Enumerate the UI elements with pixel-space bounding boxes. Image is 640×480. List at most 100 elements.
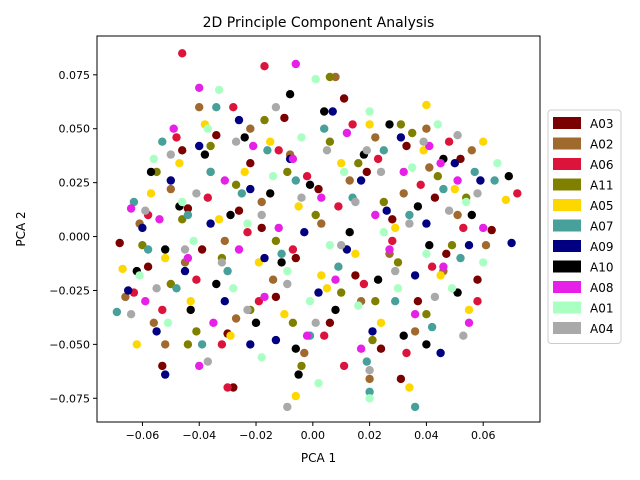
data-point [425,141,434,151]
data-point [427,322,437,332]
data-point [422,219,431,228]
data-point [513,189,522,198]
data-point [169,124,178,133]
data-point [302,172,312,181]
data-point [251,318,261,327]
data-point [112,307,122,317]
data-point [479,223,488,233]
data-point [217,258,227,267]
legend-label: A06 [590,158,613,172]
data-point [268,172,278,181]
data-point [178,197,187,207]
data-point [257,210,266,220]
data-point [257,197,266,207]
data-point [422,100,431,110]
data-point [470,167,479,177]
data-point [365,387,374,396]
data-point [444,137,454,146]
data-point [444,206,454,215]
data-point [214,85,224,95]
data-point [351,197,360,207]
data-point [143,245,153,254]
legend-swatch [553,219,581,232]
data-point [126,204,136,213]
data-point [362,167,371,177]
x-tick-label: 0.04 [414,429,439,442]
data-point [197,245,207,254]
data-point [385,245,394,254]
data-point [362,146,371,155]
data-point [342,245,352,254]
data-point [396,133,406,142]
legend-label: A07 [590,220,613,234]
data-point [320,107,329,116]
data-point [402,348,411,358]
data-point [479,258,488,267]
data-point [413,297,423,306]
legend-label: A08 [590,281,613,295]
data-point [274,146,283,155]
data-point [339,167,349,177]
legend-swatch [553,260,581,273]
data-point [132,340,141,349]
data-point [231,180,241,189]
data-point [178,49,187,58]
data-point [143,262,153,271]
data-point [146,167,156,177]
data-point [203,193,212,202]
data-point [320,124,329,133]
data-point [393,258,403,267]
series-A05 [118,100,511,401]
legend-label: A05 [590,199,613,213]
data-point [158,361,167,371]
data-point [371,133,380,142]
data-point [396,120,406,129]
data-point [382,206,391,215]
data-point [226,210,235,220]
data-point [149,318,158,327]
data-point [422,310,431,319]
data-point [260,292,269,302]
data-point [487,225,496,235]
legend-swatch [553,117,581,129]
data-point [260,253,269,263]
data-point [300,228,309,237]
data-point [328,107,337,116]
data-point [271,292,281,302]
data-point [334,202,343,211]
data-point [163,318,173,327]
data-point [388,236,397,246]
data-point [365,366,374,375]
data-point [385,120,394,129]
data-point [317,219,326,228]
data-point [453,131,462,140]
data-point [297,133,306,142]
data-point [203,124,212,133]
data-point [200,150,210,159]
data-point [337,159,346,168]
data-point [501,195,511,205]
data-point [473,275,482,284]
data-point [365,394,374,403]
data-point [331,305,340,315]
data-point [430,292,440,302]
data-point [195,103,204,112]
data-point [129,197,139,207]
data-point [180,245,190,254]
data-point [436,348,445,358]
data-point [124,286,133,295]
data-point [237,189,246,198]
data-point [300,348,309,358]
data-point [161,245,170,254]
data-point [220,176,229,185]
data-point [291,391,300,401]
legend-swatch [553,178,581,191]
data-point [268,275,278,284]
data-point [305,180,315,189]
data-point [158,305,167,315]
data-point [354,159,363,168]
data-point [126,310,136,319]
data-point [186,305,195,315]
data-point [138,223,147,233]
